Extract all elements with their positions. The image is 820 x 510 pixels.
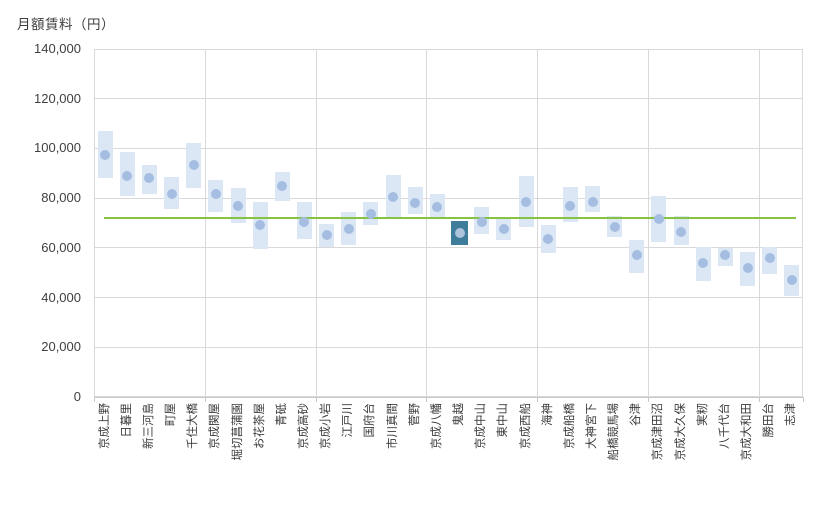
x-axis-category-label: 京成津田沼	[652, 403, 665, 461]
rent-average-dot[interactable]	[321, 230, 332, 241]
rent-average-dot[interactable]	[609, 221, 620, 232]
x-axis-category-label: 新三河島	[142, 403, 155, 449]
x-axis-category-label: 京成中山	[475, 403, 488, 449]
gridline-y	[94, 197, 803, 199]
x-axis-category-label: お花茶屋	[253, 403, 266, 449]
gridline-y	[94, 98, 803, 100]
rent-average-dot[interactable]	[144, 173, 155, 184]
gridline-x	[426, 49, 428, 397]
x-axis-category-label: 江戸川	[342, 403, 355, 438]
x-axis-line	[94, 397, 804, 398]
rent-average-dot[interactable]	[233, 200, 244, 211]
x-axis-category-label: 日暮里	[120, 403, 133, 438]
x-axis-category-label: 志津	[785, 403, 798, 426]
rent-average-dot[interactable]	[720, 250, 731, 261]
y-axis-tick-label: 0	[73, 389, 81, 404]
x-axis-tick	[537, 398, 539, 402]
x-axis-category-label: 京成大和田	[741, 403, 754, 461]
gridline-y	[94, 147, 803, 149]
rent-average-dot[interactable]	[698, 257, 709, 268]
x-axis-category-label: 海神	[541, 403, 554, 426]
x-axis-tick	[94, 398, 95, 402]
rent-average-dot[interactable]	[587, 196, 598, 207]
gridline-x	[537, 49, 539, 397]
rent-average-dot[interactable]	[210, 189, 221, 200]
y-axis-tick-label: 20,000	[41, 339, 81, 355]
rent-average-dot[interactable]	[432, 201, 443, 212]
x-axis-tick	[315, 398, 317, 402]
x-axis-tick	[426, 398, 428, 402]
x-axis-tick	[204, 398, 206, 402]
rent-average-dot[interactable]	[365, 209, 376, 220]
rent-average-dot[interactable]	[543, 234, 554, 245]
gridline-x	[204, 49, 206, 397]
x-axis-category-label: 京成上野	[98, 403, 111, 449]
rent-average-dot[interactable]	[188, 159, 199, 170]
gridline-x	[647, 49, 649, 397]
x-axis-category-label: 京成大久保	[674, 403, 687, 461]
x-axis-category-label: 八千代台	[718, 403, 731, 449]
x-axis-category-label: 青砥	[275, 403, 288, 426]
y-axis-tick-label: 40,000	[41, 289, 81, 305]
rent-average-dot[interactable]	[676, 226, 687, 237]
gridline-y	[94, 247, 803, 249]
x-axis-category-label: 大神宮下	[586, 403, 599, 449]
rent-average-dot[interactable]	[631, 250, 642, 261]
rent-average-dot[interactable]	[786, 275, 797, 286]
rent-average-dot[interactable]	[476, 216, 487, 227]
rent-average-dot[interactable]	[764, 252, 775, 263]
x-axis-category-label: 京成関屋	[209, 403, 222, 449]
x-axis-category-label: 千住大橋	[187, 403, 200, 449]
y-axis-tick-label: 120,000	[34, 90, 81, 106]
y-axis-tick-label: 140,000	[34, 41, 81, 56]
x-axis-category-label: 市川真間	[386, 403, 399, 449]
rent-average-dot[interactable]	[343, 224, 354, 235]
x-axis-category-label: 東中山	[497, 403, 510, 438]
x-axis-category-label: 鬼越	[453, 403, 466, 426]
rent-average-dot[interactable]	[100, 149, 111, 160]
gridline-x	[315, 49, 317, 397]
x-axis-category-label: 京成高砂	[297, 403, 310, 449]
rent-average-dot[interactable]	[122, 170, 133, 181]
y-axis-tick-label: 60,000	[41, 239, 81, 255]
rent-average-dot[interactable]	[410, 198, 421, 209]
x-axis-category-label: 京成小岩	[320, 403, 333, 449]
x-axis-category-label: 堀切菖蒲園	[231, 403, 244, 461]
y-axis-tick-label: 100,000	[34, 140, 81, 156]
gridline-y	[94, 346, 803, 348]
x-axis-category-label: 町屋	[165, 403, 178, 426]
selected-average-dot[interactable]	[454, 227, 465, 238]
x-axis-category-label: 京成船橋	[563, 403, 576, 449]
rent-average-dot[interactable]	[299, 216, 310, 227]
x-axis-category-label: 谷津	[630, 403, 643, 426]
rent-average-dot[interactable]	[742, 262, 753, 273]
rent-average-dot[interactable]	[521, 196, 532, 207]
x-axis-category-label: 京成八幡	[430, 403, 443, 449]
x-axis-category-label: 国府台	[364, 403, 377, 438]
gridline-y	[94, 297, 803, 299]
plot-area-border	[94, 49, 803, 397]
x-axis-category-label: 勝田台	[763, 403, 776, 438]
rent-average-dot[interactable]	[565, 200, 576, 211]
chart-title: 月額賃料（円）	[17, 17, 115, 32]
gridline-x	[758, 49, 760, 397]
x-axis-category-label: 京成西船	[519, 403, 532, 449]
x-axis-tick	[647, 398, 649, 402]
x-axis-category-label: 実籾	[696, 403, 709, 426]
x-axis-category-label: 菅野	[408, 403, 421, 426]
average-line	[104, 217, 796, 220]
rent-average-dot[interactable]	[653, 214, 664, 225]
rent-average-dot[interactable]	[388, 191, 399, 202]
x-axis-category-label: 船橋競馬場	[608, 403, 621, 461]
rent-average-dot[interactable]	[498, 224, 509, 235]
x-axis-tick	[803, 398, 804, 402]
x-axis-tick	[758, 398, 760, 402]
y-axis-tick-label: 80,000	[41, 190, 81, 206]
rent-average-dot[interactable]	[277, 180, 288, 191]
rent-average-dot[interactable]	[166, 189, 177, 200]
rent-average-dot[interactable]	[255, 220, 266, 231]
